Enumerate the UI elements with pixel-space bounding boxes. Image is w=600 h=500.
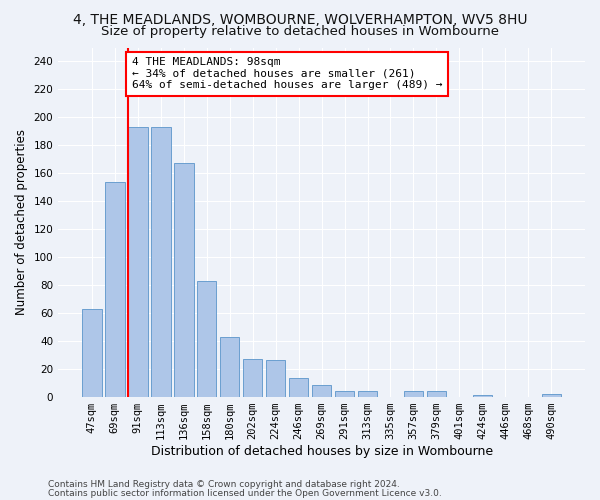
Y-axis label: Number of detached properties: Number of detached properties <box>15 129 28 315</box>
Bar <box>266 360 286 396</box>
Bar <box>197 280 217 396</box>
Bar <box>220 336 239 396</box>
Bar <box>404 391 423 396</box>
Bar <box>243 359 262 397</box>
Bar <box>82 308 101 396</box>
Bar <box>427 391 446 396</box>
Bar <box>312 386 331 396</box>
Bar <box>105 182 125 396</box>
Bar <box>151 127 170 396</box>
Bar <box>174 164 194 396</box>
Text: 4 THE MEADLANDS: 98sqm
← 34% of detached houses are smaller (261)
64% of semi-de: 4 THE MEADLANDS: 98sqm ← 34% of detached… <box>131 58 442 90</box>
Bar <box>473 395 492 396</box>
Text: Contains HM Land Registry data © Crown copyright and database right 2024.: Contains HM Land Registry data © Crown c… <box>48 480 400 489</box>
Text: 4, THE MEADLANDS, WOMBOURNE, WOLVERHAMPTON, WV5 8HU: 4, THE MEADLANDS, WOMBOURNE, WOLVERHAMPT… <box>73 12 527 26</box>
X-axis label: Distribution of detached houses by size in Wombourne: Distribution of detached houses by size … <box>151 444 493 458</box>
Bar <box>289 378 308 396</box>
Bar <box>542 394 561 396</box>
Bar <box>335 391 355 396</box>
Bar <box>128 127 148 396</box>
Text: Size of property relative to detached houses in Wombourne: Size of property relative to detached ho… <box>101 25 499 38</box>
Text: Contains public sector information licensed under the Open Government Licence v3: Contains public sector information licen… <box>48 488 442 498</box>
Bar <box>358 391 377 396</box>
